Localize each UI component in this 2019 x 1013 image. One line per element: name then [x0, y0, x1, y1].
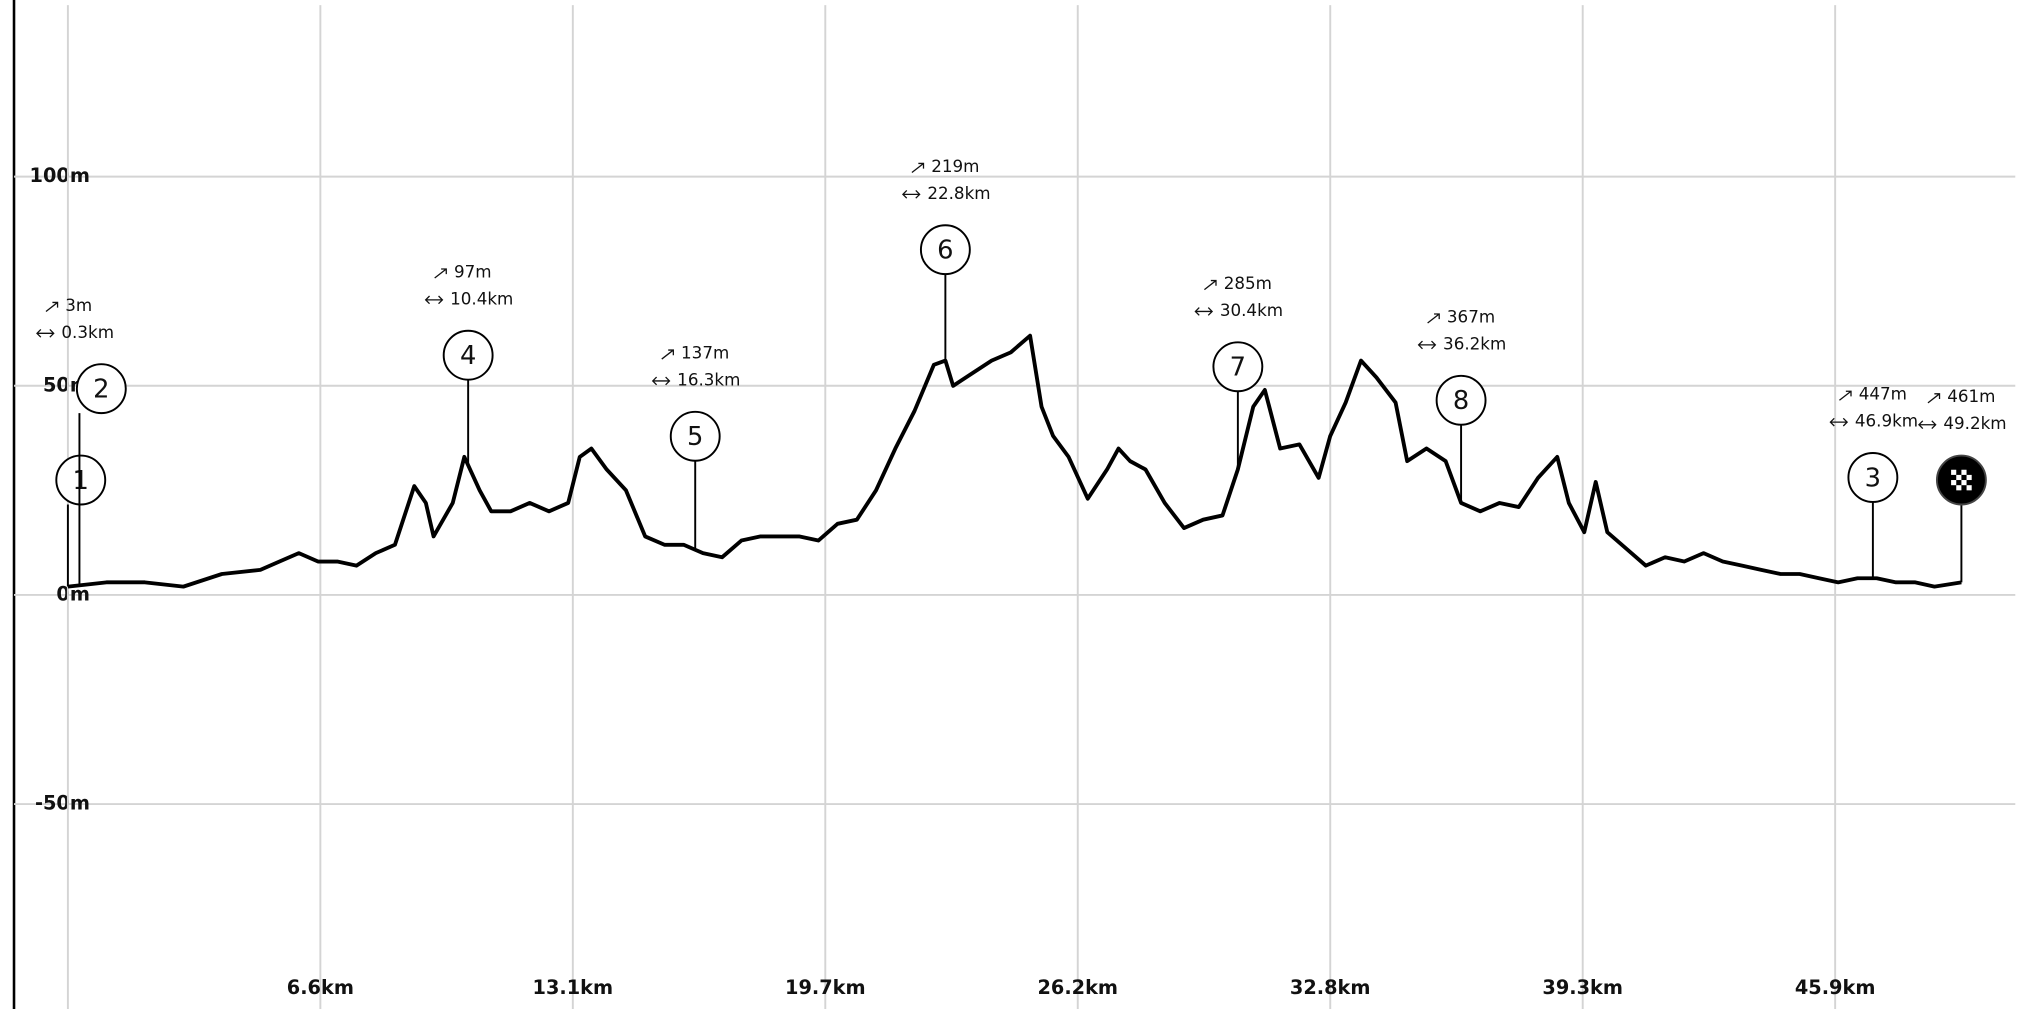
ascent-label: 285m	[1224, 273, 1272, 293]
finish-flag	[1961, 480, 1967, 486]
ascent-label: 461m	[1947, 386, 1995, 406]
waypoint-marker	[442, 329, 494, 381]
distance-icon	[1194, 307, 1214, 316]
x-tick-label: 19.7km	[785, 976, 866, 999]
elevation-line	[67, 333, 1962, 589]
distance-label: 16.3km	[677, 369, 740, 389]
ascent-label: 97m	[454, 261, 492, 281]
finish-flag	[1961, 469, 1967, 475]
distance-icon	[36, 329, 55, 338]
distance-label: 30.4km	[1220, 300, 1283, 320]
distance-icon	[1417, 340, 1437, 350]
ascent-label: 447m	[1859, 384, 1907, 404]
ascent-icon	[45, 301, 59, 312]
waypoint-marker	[1435, 374, 1487, 426]
waypoint-marker	[75, 363, 127, 415]
waypoint-marker	[55, 454, 107, 506]
waypoint-label: 5	[687, 422, 703, 452]
waypoint-marker	[919, 224, 971, 276]
waypoint-label: 1	[73, 466, 89, 496]
distance-icon	[1829, 417, 1849, 427]
y-tick-label: 0m	[56, 582, 90, 605]
distance-icon	[901, 190, 921, 199]
waypoint-label: 2	[93, 374, 109, 404]
distance-label: 36.2km	[1443, 333, 1506, 353]
y-tick-label: 100m	[30, 164, 90, 187]
finish-flag	[1966, 474, 1972, 481]
waypoint-label: 3	[1865, 463, 1881, 493]
waypoint-marker	[669, 410, 721, 462]
distance-label: 22.8km	[927, 183, 990, 203]
distance-label: 46.9km	[1855, 411, 1918, 431]
waypoint-label: 6	[937, 235, 953, 265]
distance-label: 0.3km	[61, 322, 114, 342]
y-tick-label: -50m	[35, 792, 90, 815]
finish-flag	[1956, 485, 1962, 491]
ascent-icon	[911, 162, 925, 173]
ascent-icon	[661, 349, 674, 360]
x-tick-label: 39.3km	[1542, 976, 1623, 999]
x-tick-label: 32.8km	[1290, 976, 1371, 999]
ascent-label: 137m	[681, 342, 729, 362]
ascent-icon	[1427, 313, 1440, 324]
waypoint-label: 7	[1230, 353, 1246, 383]
x-tick-label: 6.6km	[287, 976, 354, 999]
x-tick-label: 26.2km	[1037, 976, 1118, 999]
finish-flag	[1951, 480, 1957, 486]
ascent-label: 3m	[65, 295, 92, 315]
distance-icon	[424, 295, 444, 305]
distance-label: 49.2km	[1943, 413, 2006, 433]
ascent-label: 219m	[931, 156, 979, 176]
finish-flag	[1956, 474, 1962, 481]
finish-flag	[1951, 469, 1957, 475]
x-tick-label: 45.9km	[1795, 976, 1876, 999]
waypoint-marker	[1847, 452, 1899, 503]
finish-flag	[1966, 485, 1972, 491]
distance-label: 10.4km	[450, 288, 513, 308]
ascent-label: 367m	[1447, 306, 1495, 326]
background	[3, 0, 2016, 1009]
waypoint-label: 8	[1453, 386, 1469, 416]
ascent-icon	[1204, 279, 1217, 291]
waypoint-marker	[1212, 341, 1264, 393]
ascent-icon	[1927, 393, 1941, 404]
distance-icon	[1918, 420, 1937, 430]
distance-icon	[651, 376, 671, 386]
ascent-icon	[434, 268, 447, 279]
x-tick-label: 13.1km	[533, 976, 614, 999]
ascent-icon	[1839, 390, 1852, 401]
waypoint-label: 4	[460, 341, 476, 371]
